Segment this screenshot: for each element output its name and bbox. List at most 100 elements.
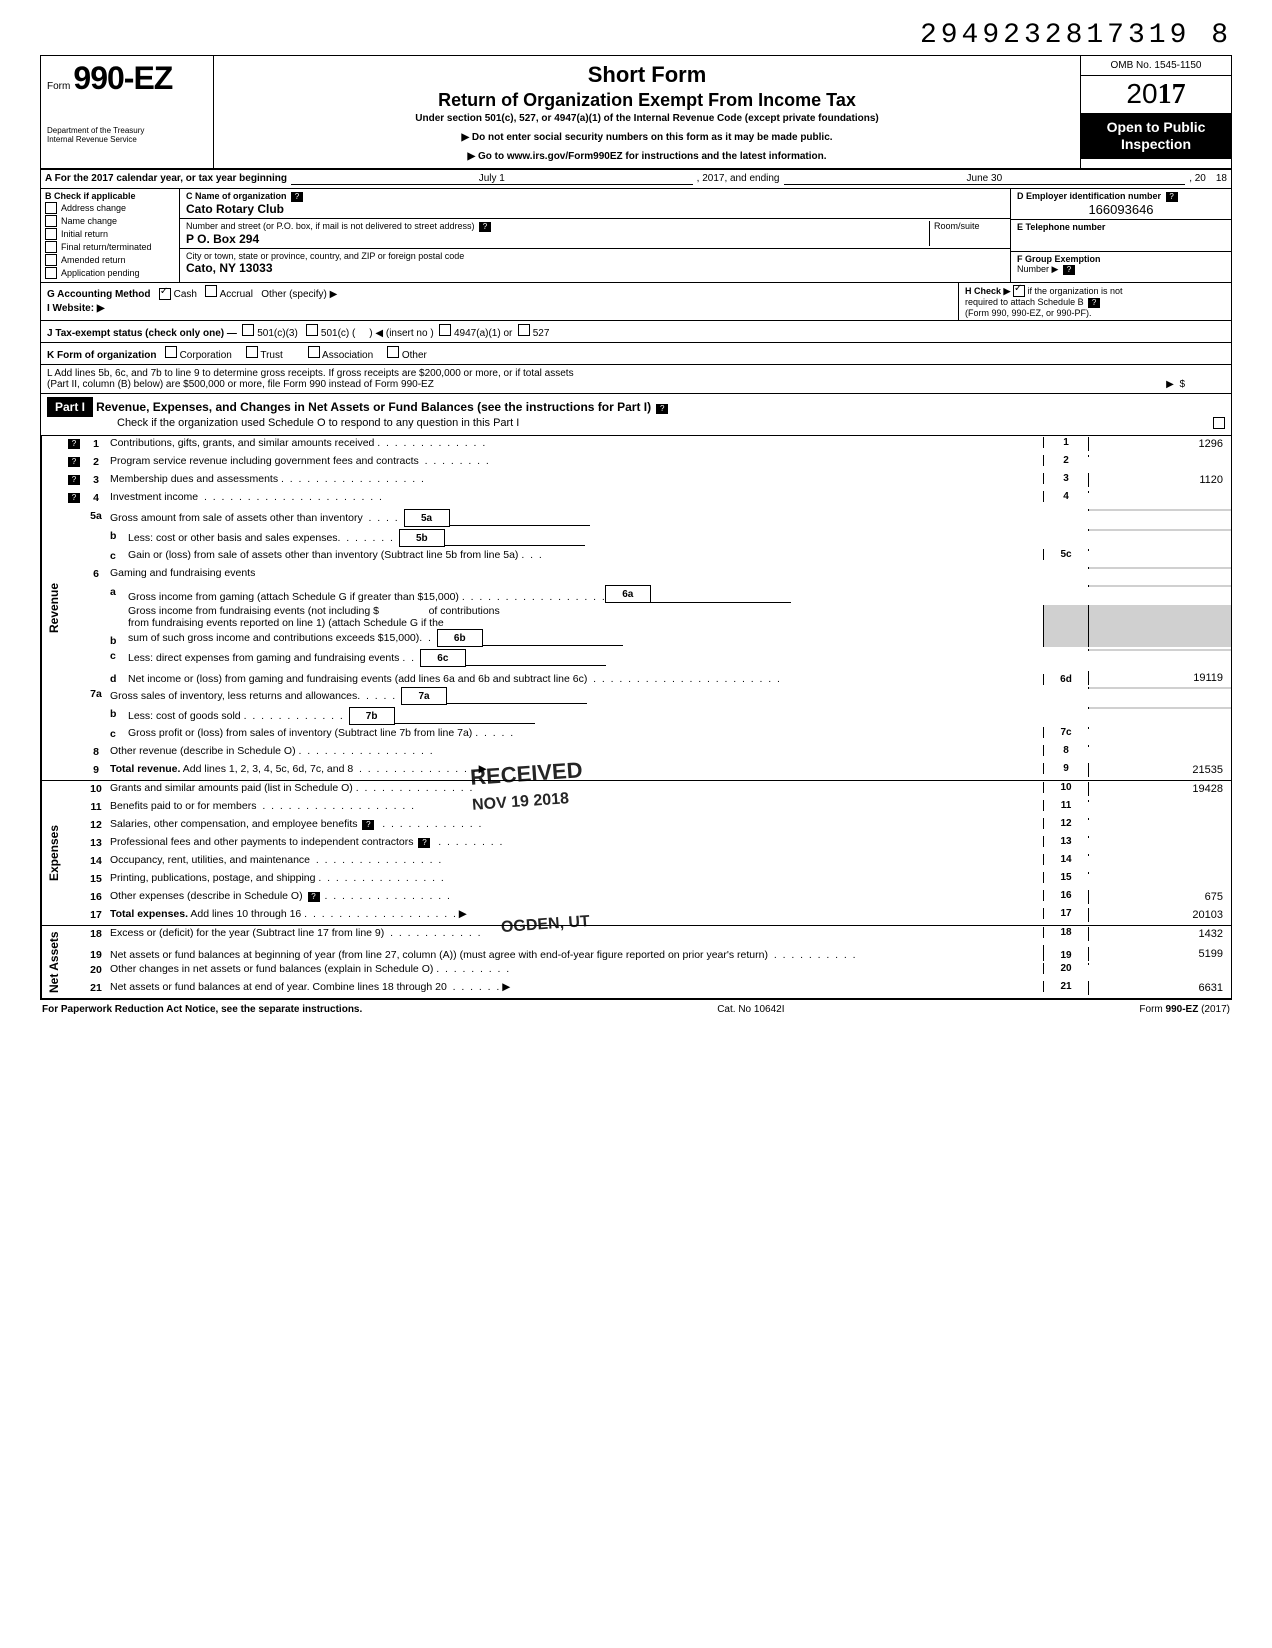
line-21-amt: 6631: [1088, 981, 1231, 995]
chk-accrual[interactable]: [205, 285, 217, 297]
city-state-zip: Cato, NY 13033: [186, 261, 273, 275]
line-4-amt: [1088, 491, 1231, 493]
line-16-amt: 675: [1088, 890, 1231, 904]
chk-application-pending[interactable]: Application pending: [45, 267, 175, 279]
line-7c-amt: [1088, 727, 1231, 729]
row-ghi: G Accounting Method Cash Accrual Other (…: [40, 283, 1232, 321]
box-5a: 5a: [404, 509, 450, 527]
line-10: 10Grants and similar amounts paid (list …: [66, 781, 1231, 799]
chk-501c[interactable]: [306, 324, 318, 336]
number-label: Number ▶: [1017, 264, 1058, 274]
city-label: City or town, state or province, country…: [186, 251, 464, 261]
chk-trust[interactable]: [246, 346, 258, 358]
row-l: L Add lines 5b, 6c, and 7b to line 9 to …: [40, 365, 1232, 394]
part1-label: Part I: [47, 397, 93, 417]
chk-h[interactable]: [1013, 285, 1025, 297]
box-7b: 7b: [349, 707, 395, 725]
box-5b: 5b: [399, 529, 445, 547]
tax-year: 20201717: [1081, 76, 1231, 113]
line-2-amt: [1088, 455, 1231, 457]
section-bcd: B Check if applicable Address change Nam…: [40, 189, 1232, 283]
line-11-amt: [1088, 800, 1231, 802]
line-8: 8 Other revenue (describe in Schedule O)…: [66, 744, 1231, 762]
help-icon: ?: [656, 404, 668, 414]
help-icon: ?: [68, 475, 80, 485]
row-a-yr-prefix: , 20: [1189, 173, 1206, 184]
revenue-label: Revenue: [41, 436, 66, 780]
line-13-amt: [1088, 836, 1231, 838]
chk-name-change[interactable]: Name change: [45, 215, 175, 227]
part1-title: Revenue, Expenses, and Changes in Net As…: [96, 400, 651, 414]
org-name: Cato Rotary Club: [186, 202, 284, 216]
line-21: 21Net assets or fund balances at end of …: [66, 980, 1231, 998]
row-k: K Form of organization Corporation Trust…: [40, 343, 1232, 365]
line-10-amt: 19428: [1088, 782, 1231, 796]
chk-assoc[interactable]: [308, 346, 320, 358]
line-15: 15Printing, publications, postage, and s…: [66, 871, 1231, 889]
revenue-section: Revenue ? 1 Contributions, gifts, grants…: [40, 436, 1232, 781]
omb-number: OMB No. 1545-1150: [1081, 56, 1231, 76]
h-text1: if the organization is not: [1027, 286, 1122, 296]
chk-cash[interactable]: [159, 288, 171, 300]
line-14-amt: [1088, 854, 1231, 856]
netassets-label: Net Assets: [41, 926, 66, 998]
h-text3: (Form 990, 990-EZ, or 990-PF).: [965, 308, 1092, 318]
street-address: P O. Box 294: [186, 232, 259, 246]
box-6a: 6a: [605, 585, 651, 603]
line-9-amt: 21535: [1088, 763, 1231, 777]
line-19: 19Net assets or fund balances at beginni…: [66, 944, 1231, 962]
chk-address-change[interactable]: Address change: [45, 202, 175, 214]
line-15-amt: [1088, 872, 1231, 874]
chk-501c3[interactable]: [242, 324, 254, 336]
line-7b: b Less: cost of goods sold . . . . . . .…: [66, 706, 1231, 726]
chk-corp[interactable]: [165, 346, 177, 358]
line-5b: b Less: cost or other basis and sales ex…: [66, 528, 1231, 548]
g-label: G Accounting Method: [47, 289, 151, 300]
irs-label: Internal Revenue Service: [47, 136, 207, 145]
line-5c-num: 5c: [1043, 549, 1088, 560]
line-14: 14Occupancy, rent, utilities, and mainte…: [66, 853, 1231, 871]
line-19-amt: 5199: [1088, 947, 1231, 961]
chk-schedule-o[interactable]: [1213, 417, 1225, 429]
line-1-num: 1: [1043, 437, 1088, 448]
line-4: ? 4 Investment income . . . . . . . . . …: [66, 490, 1231, 508]
help-icon: ?: [68, 439, 80, 449]
j-label: J Tax-exempt status (check only one) —: [47, 328, 237, 339]
footer-right: Form 990-EZ (2017): [1139, 1004, 1230, 1015]
form-subtitle: Under section 501(c), 527, or 4947(a)(1)…: [222, 113, 1072, 124]
line-3-amt: 1120: [1088, 473, 1231, 487]
col-c: C Name of organization ? Cato Rotary Clu…: [180, 189, 1010, 282]
year-begin: July 1: [291, 173, 693, 185]
chk-final-return[interactable]: Final return/terminated: [45, 241, 175, 253]
i-website-label: I Website: ▶: [47, 303, 105, 314]
line-18-amt: 1432: [1088, 927, 1231, 941]
netassets-section: Net Assets 18Excess or (deficit) for the…: [40, 926, 1232, 999]
group-exemption-label: F Group Exemption: [1017, 254, 1101, 264]
chk-initial-return[interactable]: Initial return: [45, 228, 175, 240]
line-6d: d Net income or (loss) from gaming and f…: [66, 668, 1231, 686]
tel-label: E Telephone number: [1017, 222, 1105, 232]
line-17-amt: 20103: [1088, 908, 1231, 922]
chk-4947[interactable]: [439, 324, 451, 336]
line-3-num: 3: [1043, 473, 1088, 484]
line-6a: a Gross income from gaming (attach Sched…: [66, 584, 1231, 604]
line-2-num: 2: [1043, 455, 1088, 466]
ein-value: 166093646: [1017, 202, 1225, 217]
col-de: D Employer identification number ? 16609…: [1010, 189, 1231, 282]
l-text2: (Part II, column (B) below) are $500,000…: [47, 379, 434, 390]
line-20-amt: [1088, 963, 1231, 965]
h-label: H Check ▶: [965, 286, 1010, 296]
line-2: ? 2 Program service revenue including go…: [66, 454, 1231, 472]
chk-amended-return[interactable]: Amended return: [45, 254, 175, 266]
chk-527[interactable]: [518, 324, 530, 336]
l-text1: L Add lines 5b, 6c, and 7b to line 9 to …: [47, 368, 1225, 379]
chk-other-org[interactable]: [387, 346, 399, 358]
box-6c: 6c: [420, 649, 466, 667]
row-a-mid: , 2017, and ending: [697, 173, 780, 184]
help-icon: ?: [291, 192, 303, 202]
year-end: June 30: [784, 173, 1186, 185]
line-12: 12Salaries, other compensation, and empl…: [66, 817, 1231, 835]
form-title: Return of Organization Exempt From Incom…: [222, 90, 1072, 111]
part1-header-row: Part I Revenue, Expenses, and Changes in…: [40, 394, 1232, 436]
part1-check-line: Check if the organization used Schedule …: [117, 417, 519, 429]
